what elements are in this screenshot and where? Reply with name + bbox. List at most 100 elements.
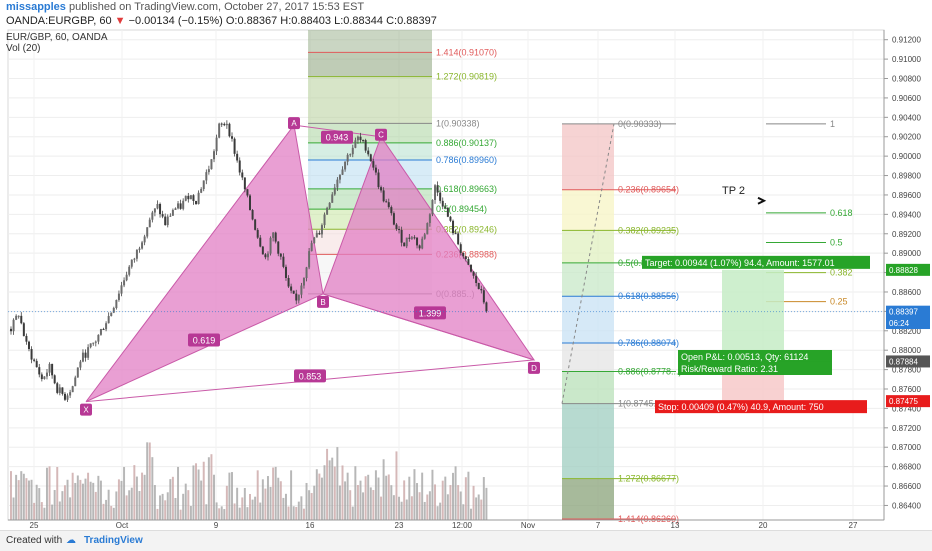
ohlc-values: O:0.88367 H:0.88403 L:0.88344 C:0.88397 bbox=[225, 15, 437, 27]
point-x-label: X bbox=[83, 406, 89, 415]
time-tick-label: Oct bbox=[116, 521, 129, 530]
volume-bar bbox=[76, 475, 79, 520]
point-b-label-bg bbox=[317, 295, 329, 308]
volume-bar bbox=[130, 487, 133, 520]
candle-body bbox=[97, 334, 100, 342]
candle-body bbox=[205, 172, 208, 181]
fib-right-label: 0(0.90333) bbox=[618, 119, 662, 129]
candle-body bbox=[380, 187, 383, 191]
volume-bar bbox=[441, 480, 444, 520]
volume-bar bbox=[351, 506, 354, 520]
stop-label-bg bbox=[655, 400, 867, 414]
candle-body bbox=[274, 232, 277, 242]
candle-body bbox=[462, 253, 465, 257]
candle-body bbox=[184, 195, 187, 201]
fib-right-label: 1.414(0.86260) bbox=[618, 514, 679, 524]
volume-bar bbox=[464, 477, 467, 520]
volume-bar bbox=[331, 457, 334, 520]
brand-link[interactable]: TradingView bbox=[84, 535, 143, 546]
point-b-label: B bbox=[320, 298, 325, 307]
volume-bar bbox=[89, 481, 92, 520]
point-a-label-bg bbox=[288, 117, 300, 130]
volume-bar bbox=[156, 508, 159, 520]
candle-body bbox=[305, 267, 308, 279]
volume-bar bbox=[346, 472, 349, 520]
candle-body bbox=[290, 286, 293, 291]
candle-body bbox=[336, 179, 339, 188]
cursor-arrow-icon bbox=[757, 196, 767, 205]
volume-bar bbox=[236, 487, 239, 520]
volume-bar bbox=[210, 454, 213, 520]
author-link[interactable]: missapples bbox=[6, 1, 66, 13]
volume-bar bbox=[161, 493, 164, 520]
volume-bar bbox=[189, 505, 192, 520]
candle-body bbox=[369, 154, 372, 162]
price-tag-bg bbox=[886, 317, 930, 330]
candle-body bbox=[356, 136, 359, 141]
candle-body bbox=[187, 195, 190, 200]
volume-bar bbox=[182, 493, 185, 520]
volume-bar bbox=[377, 477, 380, 520]
volume-bar bbox=[459, 491, 462, 520]
candle-body bbox=[146, 227, 149, 237]
candle-body bbox=[161, 214, 164, 217]
volume-bar bbox=[315, 469, 318, 520]
volume-bar bbox=[249, 493, 251, 520]
volume-bar bbox=[272, 467, 275, 520]
tp-label: TP 2 bbox=[722, 185, 745, 197]
volume-bar bbox=[66, 479, 69, 520]
candle-body bbox=[372, 161, 375, 168]
candle-body bbox=[169, 215, 172, 217]
volume-bar bbox=[151, 457, 154, 520]
created-with-text: Created with bbox=[6, 535, 63, 546]
time-tick-label: 23 bbox=[395, 521, 404, 530]
candle-body bbox=[241, 172, 244, 178]
volume-bar bbox=[179, 509, 182, 520]
volume-bar bbox=[387, 474, 390, 520]
volume-bar bbox=[398, 496, 401, 520]
candle-body bbox=[43, 376, 46, 380]
volume-bar bbox=[254, 496, 257, 520]
candle-body bbox=[292, 290, 295, 294]
candle-body bbox=[89, 343, 92, 348]
candle-body bbox=[228, 123, 231, 137]
fib-zone-right bbox=[562, 296, 614, 344]
volume-bar bbox=[48, 466, 51, 520]
fib-right-label: 0.886(0.8778...) bbox=[618, 367, 682, 377]
fib-zone-top bbox=[308, 142, 432, 161]
time-tick-label: 25 bbox=[30, 521, 39, 530]
candle-body bbox=[58, 387, 61, 393]
chart-canvas[interactable]: 1.414(0.91070) 1.272(0.90819) 1(0.90338) 0.… bbox=[0, 0, 932, 530]
candle-body bbox=[17, 315, 20, 317]
candle-body bbox=[439, 192, 442, 201]
volume-bar bbox=[413, 469, 416, 520]
volume-bar bbox=[200, 480, 203, 520]
candle-body bbox=[236, 153, 239, 161]
price-axis: 0.91200 0.91000 0.90800 0.90600 0.90400 0.902… bbox=[883, 30, 930, 520]
candle-body bbox=[192, 195, 195, 201]
volume-bar bbox=[177, 466, 180, 520]
candle-body bbox=[148, 219, 151, 228]
ratio-xb-label: 0.619 bbox=[193, 335, 216, 345]
candle-body bbox=[444, 206, 447, 208]
candle-body bbox=[177, 203, 180, 209]
volume-bar bbox=[400, 501, 403, 520]
candle-body bbox=[452, 220, 455, 234]
volume-bar bbox=[436, 506, 439, 520]
volume-bar bbox=[408, 476, 411, 520]
pattern-line-bd bbox=[322, 293, 535, 361]
candle-body bbox=[243, 177, 246, 190]
candle-body bbox=[159, 203, 162, 215]
candle-body bbox=[287, 277, 290, 287]
candle-body bbox=[284, 266, 287, 278]
candle-body bbox=[120, 285, 123, 294]
volume-bar bbox=[367, 474, 370, 520]
candle-body bbox=[338, 174, 341, 180]
volume-bar bbox=[10, 471, 12, 520]
volume-bar bbox=[475, 497, 478, 520]
ratio-bd-label-bg bbox=[414, 306, 446, 320]
candle-body bbox=[362, 140, 365, 142]
fib-zone-top bbox=[308, 76, 432, 124]
candle-body bbox=[133, 258, 136, 260]
candle-body bbox=[279, 253, 282, 257]
